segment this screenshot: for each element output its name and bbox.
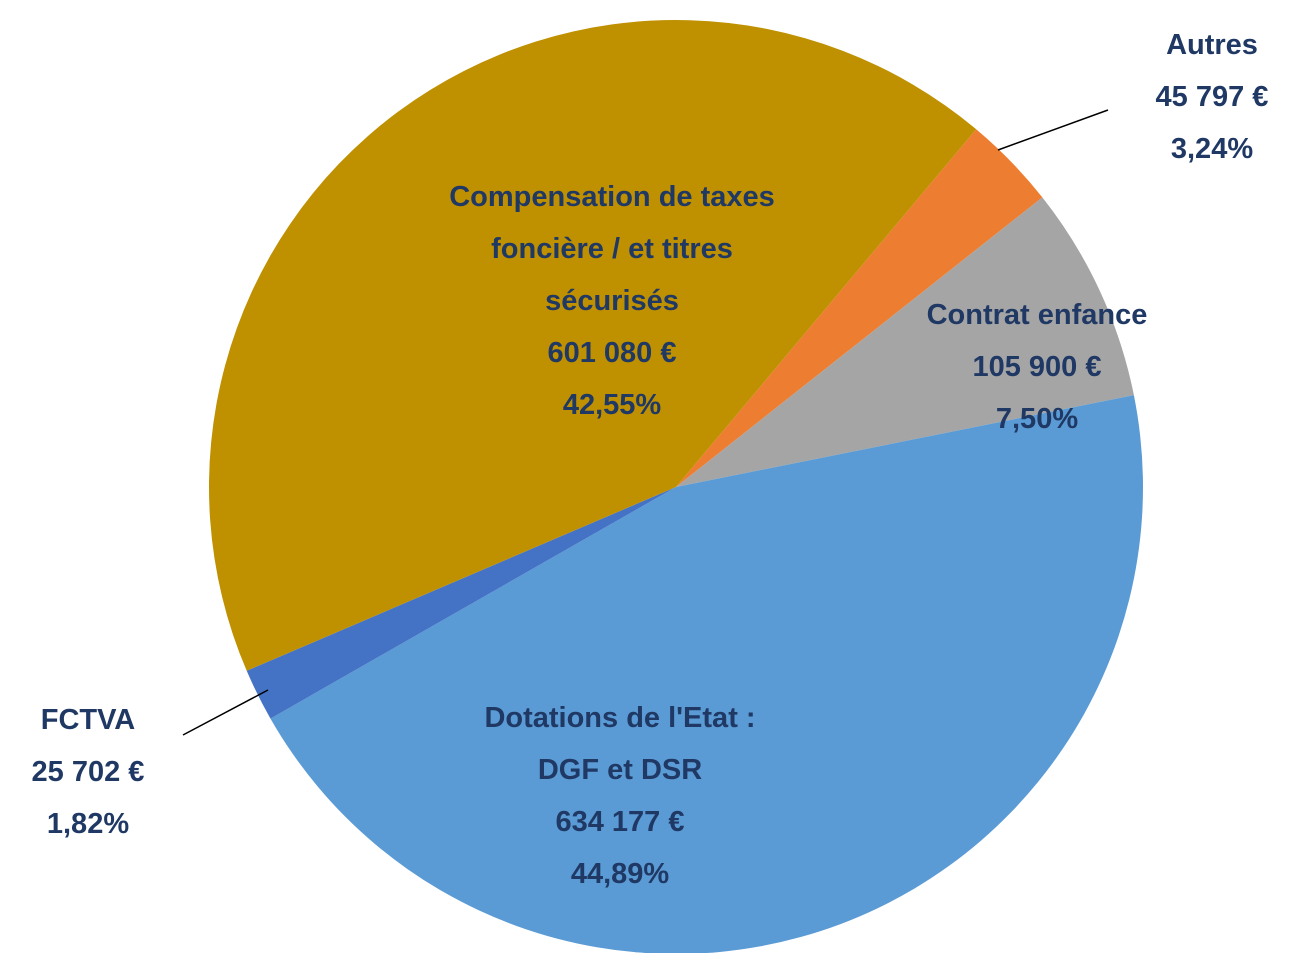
pie-slice (246, 487, 676, 719)
label-percent: 44,89% (570, 858, 670, 890)
label-value: 634 177 € (555, 806, 685, 838)
label-percent: 1,82% (46, 808, 130, 840)
label-name: FCTVA (40, 704, 136, 736)
label-value: 601 080 € (547, 337, 677, 369)
pie-slice (676, 197, 1134, 487)
pie-slice (209, 20, 977, 671)
label-name: Compensation de taxes foncière / et titr… (449, 181, 775, 317)
pie-slice (676, 129, 1043, 487)
data-label: FCTVA 25 702 € 1,82% (0, 694, 178, 850)
label-value: 45 797 € (1155, 81, 1269, 113)
label-percent: 42,55% (562, 389, 662, 421)
leader-line (997, 109, 1109, 151)
label-percent: 7,50% (995, 403, 1079, 435)
label-value: 105 900 € (972, 351, 1102, 383)
data-label: Compensation de taxes foncière / et titr… (447, 171, 777, 431)
label-percent: 3,24% (1170, 133, 1254, 165)
data-label: Autres 45 797 € 3,24% (1102, 19, 1291, 175)
label-name: Dotations de l'Etat : DGF et DSR (484, 702, 756, 786)
data-label: Dotations de l'Etat : DGF et DSR 634 177 … (455, 692, 785, 900)
data-label: Contrat enfance 105 900 € 7,50% (887, 289, 1187, 445)
label-name: Autres (1166, 29, 1258, 61)
pie-slice (270, 395, 1143, 953)
label-name: Contrat enfance (926, 299, 1148, 331)
label-value: 25 702 € (31, 756, 145, 788)
leader-line (182, 689, 269, 736)
